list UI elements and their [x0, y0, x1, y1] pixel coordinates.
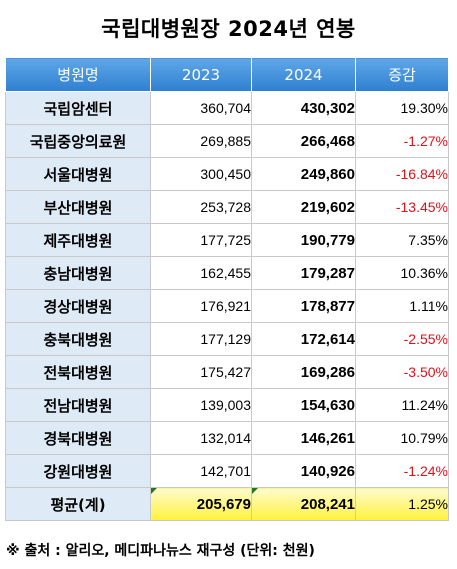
average-2024: 208,241 — [251, 487, 356, 521]
value-2023-cell: 253,728 — [150, 190, 252, 224]
table-row: 서울대병원 300,450 249,860 -16.84% — [5, 157, 449, 191]
table-row: 강원대병원 142,701 140,926 -1.24% — [5, 454, 449, 488]
value-2023-cell: 269,885 — [150, 124, 252, 158]
table-row: 충남대병원 162,455 179,287 10.36% — [5, 256, 449, 290]
value-2024-cell: 430,302 — [251, 91, 356, 125]
value-2023-cell: 162,455 — [150, 256, 252, 290]
average-change: 1.25% — [355, 487, 449, 521]
value-2024-cell: 190,779 — [251, 223, 356, 257]
column-header-2023: 2023 — [150, 57, 252, 92]
table-row: 국립암센터 360,704 430,302 19.30% — [5, 91, 449, 125]
value-2024-cell: 219,602 — [251, 190, 356, 224]
hospital-name-cell: 국립중앙의료원 — [5, 124, 151, 158]
value-2024-cell: 140,926 — [251, 454, 356, 488]
hospital-name-cell: 서울대병원 — [5, 157, 151, 191]
value-2024-cell: 179,287 — [251, 256, 356, 290]
change-cell: 11.24% — [355, 388, 449, 422]
column-header-change: 증감 — [355, 57, 449, 92]
value-2024-cell: 154,630 — [251, 388, 356, 422]
average-row: 평균(계) 205,679 208,241 1.25% — [5, 487, 449, 521]
hospital-name-cell: 충남대병원 — [5, 256, 151, 290]
page-title: 국립대병원장 2024년 연봉 — [101, 17, 356, 41]
average-2023: 205,679 — [150, 487, 252, 521]
column-header-2024: 2024 — [251, 57, 356, 92]
value-2023-cell: 177,129 — [150, 322, 252, 356]
value-2024-cell: 249,860 — [251, 157, 356, 191]
change-cell: 10.36% — [355, 256, 449, 290]
change-cell: -1.27% — [355, 124, 449, 158]
table-row: 전남대병원 139,003 154,630 11.24% — [5, 388, 449, 422]
hospital-name-cell: 경상대병원 — [5, 289, 151, 323]
source-note: ※ 출처 : 알리오, 메디파나뉴스 재구성 (단위: 천원) — [6, 543, 315, 559]
average-label: 평균(계) — [5, 487, 151, 521]
value-2024-cell: 146,261 — [251, 421, 356, 455]
value-2024-cell: 172,614 — [251, 322, 356, 356]
hospital-name-cell: 부산대병원 — [5, 190, 151, 224]
change-cell: -13.45% — [355, 190, 449, 224]
value-2023-cell: 177,725 — [150, 223, 252, 257]
value-2023-cell: 176,921 — [150, 289, 252, 323]
salary-table: 병원명 2023 2024 증감 국립암센터 360,704 430,302 19.3… — [5, 57, 449, 521]
change-cell: 1.11% — [355, 289, 449, 323]
value-2023-cell: 175,427 — [150, 355, 252, 389]
hospital-name-cell: 충북대병원 — [5, 322, 151, 356]
change-cell: 10.79% — [355, 421, 449, 455]
average-2024-value: 208,241 — [300, 495, 355, 513]
table-row: 경북대병원 132,014 146,261 10.79% — [5, 421, 449, 455]
value-2023-cell: 300,450 — [150, 157, 252, 191]
value-2023-cell: 142,701 — [150, 454, 252, 488]
column-header-hospital: 병원명 — [5, 57, 151, 92]
change-cell: 7.35% — [355, 223, 449, 257]
cell-marker — [252, 488, 258, 494]
table-row: 경상대병원 176,921 178,877 1.11% — [5, 289, 449, 323]
average-2023-value: 205,679 — [196, 495, 251, 513]
header-row: 병원명 2023 2024 증감 — [5, 57, 449, 92]
hospital-name-cell: 강원대병원 — [5, 454, 151, 488]
value-2023-cell: 360,704 — [150, 91, 252, 125]
value-2024-cell: 178,877 — [251, 289, 356, 323]
hospital-name-cell: 경북대병원 — [5, 421, 151, 455]
change-cell: -1.24% — [355, 454, 449, 488]
hospital-name-cell: 전남대병원 — [5, 388, 151, 422]
cell-marker — [151, 488, 157, 494]
table-row: 충북대병원 177,129 172,614 -2.55% — [5, 322, 449, 356]
value-2024-cell: 169,286 — [251, 355, 356, 389]
change-cell: -3.50% — [355, 355, 449, 389]
value-2024-cell: 266,468 — [251, 124, 356, 158]
hospital-name-cell: 제주대병원 — [5, 223, 151, 257]
value-2023-cell: 132,014 — [150, 421, 252, 455]
table-row: 제주대병원 177,725 190,779 7.35% — [5, 223, 449, 257]
value-2023-cell: 139,003 — [150, 388, 252, 422]
table-row: 부산대병원 253,728 219,602 -13.45% — [5, 190, 449, 224]
table-row: 국립중앙의료원 269,885 266,468 -1.27% — [5, 124, 449, 158]
change-cell: 19.30% — [355, 91, 449, 125]
change-cell: -16.84% — [355, 157, 449, 191]
table-row: 전북대병원 175,427 169,286 -3.50% — [5, 355, 449, 389]
change-cell: -2.55% — [355, 322, 449, 356]
hospital-name-cell: 국립암센터 — [5, 91, 151, 125]
hospital-name-cell: 전북대병원 — [5, 355, 151, 389]
